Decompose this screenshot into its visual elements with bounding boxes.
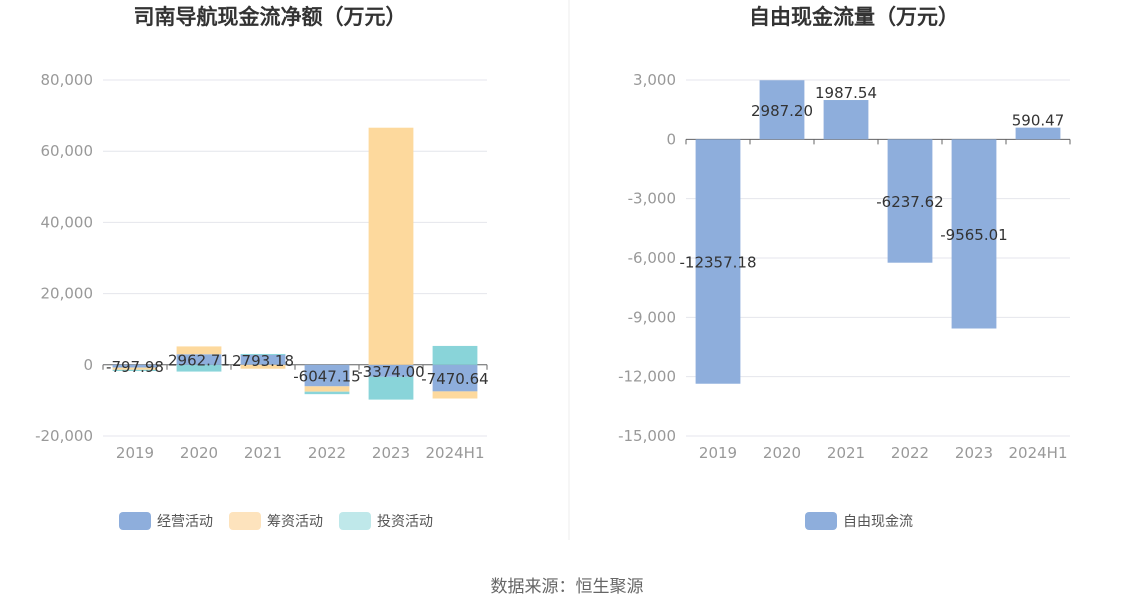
- right-x-tick-label: 2020: [763, 444, 801, 462]
- right-data-label: -9565.01: [940, 226, 1007, 244]
- right-y-ticks: -15,000 -12,000 -9,000 -6,000 -3,000 0 3,000: [618, 71, 676, 445]
- left-x-tick-label: 2019: [116, 444, 154, 462]
- left-x-tick-label: 2024H1: [426, 444, 485, 462]
- left-data-label: -3374.00: [357, 363, 424, 381]
- left-bar-investing: [304, 391, 350, 395]
- legend-swatch-operating[interactable]: [119, 512, 151, 530]
- source-note: 数据来源：恒生聚源: [491, 577, 644, 597]
- right-y-tick-label: -6,000: [628, 249, 676, 267]
- left-data-label: -797.98: [106, 358, 164, 376]
- left-bar-investing: [432, 345, 478, 365]
- legend-swatch-financing[interactable]: [229, 512, 261, 530]
- left-bar-investing: [368, 376, 414, 400]
- right-bar-free_cf: [1015, 127, 1061, 140]
- right-x-tick-label: 2019: [699, 444, 737, 462]
- right-x-ticks: 2019 2020 2021 2022 2023 2024H1: [699, 444, 1068, 462]
- left-data-label: 2962.71: [168, 352, 230, 370]
- right-y-tick-label: -12,000: [618, 368, 676, 386]
- right-bar-free_cf: [695, 139, 741, 384]
- left-bar-financing: [304, 386, 350, 392]
- legend-label-operating[interactable]: 经营活动: [157, 514, 213, 530]
- right-x-tick-label: 2022: [891, 444, 929, 462]
- right-data-label: -6237.62: [876, 193, 943, 211]
- left-legend[interactable]: 经营活动 筹资活动 投资活动: [119, 512, 433, 530]
- left-y-ticks: -20,000 0 20,000 40,000 60,000 80,000: [35, 71, 93, 445]
- legend-label-investing[interactable]: 投资活动: [377, 514, 433, 530]
- right-data-label: 2987.20: [751, 102, 813, 120]
- right-y-tick-label: -9,000: [628, 308, 676, 326]
- right-x-tick-label: 2024H1: [1009, 444, 1068, 462]
- right-gridlines: [685, 79, 1071, 437]
- left-bar-financing: [240, 364, 286, 369]
- legend-label-free_cf[interactable]: 自由现金流: [843, 514, 913, 530]
- right-y-tick-label: -3,000: [628, 190, 676, 208]
- right-bar-free_cf: [823, 100, 869, 140]
- left-x-tick-label: 2023: [372, 444, 410, 462]
- left-y-tick-label: 80,000: [41, 71, 94, 89]
- left-bar-investing: [112, 369, 158, 372]
- left-chart-title: 司南导航现金流净额（万元）: [134, 5, 407, 29]
- right-x-tick-label: 2021: [827, 444, 865, 462]
- left-bar-financing: [176, 346, 222, 355]
- left-bar-operating: [176, 354, 222, 365]
- right-bars: [695, 80, 1061, 384]
- left-y-tick-label: 60,000: [41, 142, 94, 160]
- right-bar-free_cf: [887, 139, 933, 263]
- left-bar-financing: [368, 127, 414, 365]
- left-bar-financing: [112, 367, 158, 370]
- left-y-tick-label: 40,000: [41, 213, 94, 231]
- legend-swatch-investing[interactable]: [339, 512, 371, 530]
- left-bar-investing: [240, 353, 286, 355]
- right-y-tick-label: 0: [666, 130, 676, 148]
- right-legend[interactable]: 自由现金流: [805, 512, 913, 530]
- left-x-ticks: 2019 2020 2021 2022 2023 2024H1: [116, 444, 485, 462]
- left-bar-financing: [432, 391, 478, 399]
- legend-swatch-free_cf[interactable]: [805, 512, 837, 530]
- left-bar-operating: [240, 354, 286, 365]
- left-bar-investing: [176, 364, 222, 372]
- right-data-label: 590.47: [1012, 112, 1065, 130]
- right-chart-title: 自由现金流量（万元）: [749, 5, 959, 29]
- left-bars: [112, 127, 478, 400]
- left-x-tick-label: 2021: [244, 444, 282, 462]
- left-bar-operating: [368, 364, 414, 377]
- right-y-tick-label: -15,000: [618, 427, 676, 445]
- right-bar-free_cf: [951, 139, 997, 329]
- left-data-label: -7470.64: [421, 370, 488, 388]
- left-y-tick-label: 0: [83, 356, 93, 374]
- left-bar-operating: [112, 364, 158, 368]
- left-x-tick-label: 2020: [180, 444, 218, 462]
- left-x-tick-label: 2022: [308, 444, 346, 462]
- legend-label-financing[interactable]: 筹资活动: [267, 513, 323, 530]
- right-y-tick-label: 3,000: [633, 71, 676, 89]
- left-bar-operating: [304, 364, 350, 387]
- left-data-label: -6047.15: [293, 368, 360, 386]
- left-y-tick-label: -20,000: [35, 427, 93, 445]
- left-data-labels: -797.98 2962.71 2793.18-6047.15-3374.00-74…: [106, 352, 489, 389]
- left-bar-operating: [432, 364, 478, 392]
- left-y-tick-label: 20,000: [41, 285, 94, 303]
- right-bar-free_cf: [759, 80, 805, 140]
- left-data-label: 2793.18: [232, 352, 294, 370]
- right-data-label: 1987.54: [815, 84, 877, 102]
- right-data-label: -12357.18: [680, 254, 757, 272]
- right-x-tick-label: 2023: [955, 444, 993, 462]
- left-gridlines: [102, 79, 488, 437]
